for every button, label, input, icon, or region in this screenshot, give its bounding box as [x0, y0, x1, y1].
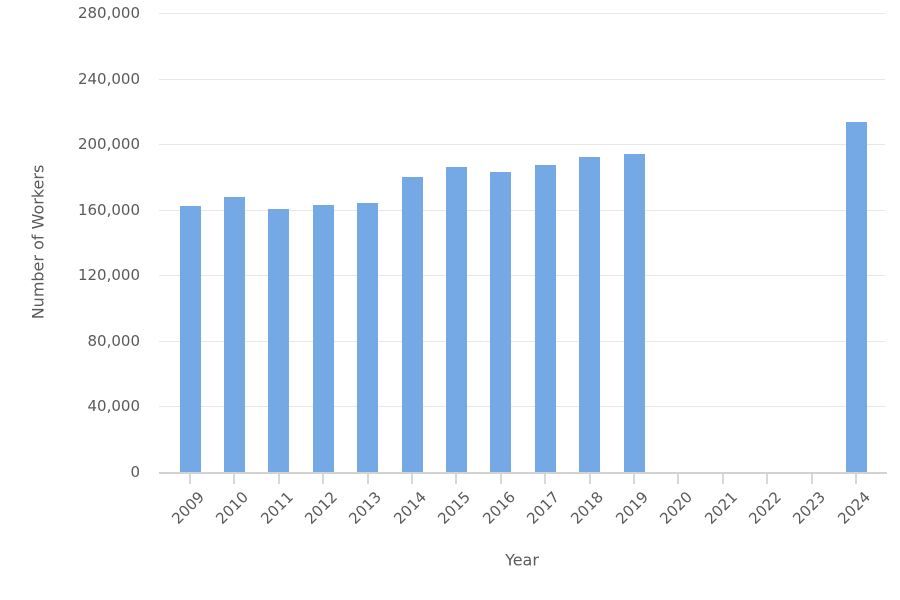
y-tick-label: 200,000	[77, 135, 140, 154]
x-tick-label: 2009	[167, 488, 208, 528]
bar-2011	[268, 208, 290, 472]
x-tick-label: 2022	[745, 488, 785, 528]
gridline	[159, 144, 885, 146]
x-tick-label: 2017	[523, 488, 563, 528]
x-tick-label: 2016	[478, 488, 519, 528]
x-tick-label: 2024	[833, 488, 874, 528]
bar-2024	[845, 122, 867, 472]
x-tick-label: 2013	[345, 488, 386, 528]
bar-2017	[534, 164, 556, 472]
x-tick-mark	[233, 474, 236, 484]
x-tick-label: 2023	[789, 488, 830, 528]
x-tick-label: 2020	[656, 488, 697, 528]
y-tick-label: 280,000	[77, 4, 140, 22]
gridline	[159, 406, 885, 408]
x-tick-mark	[766, 474, 769, 484]
y-tick-label: 120,000	[77, 266, 140, 285]
gridline	[159, 78, 885, 80]
bar-2018	[579, 157, 601, 472]
x-tick-label: 2015	[434, 488, 475, 528]
gridline	[159, 13, 885, 14]
y-tick-label: 0	[130, 463, 140, 481]
x-tick-mark	[721, 474, 724, 484]
bar-2014	[401, 176, 423, 472]
x-axis-line	[159, 472, 887, 474]
bar-2009	[179, 206, 201, 472]
x-tick-mark	[499, 474, 502, 484]
x-tick-mark	[810, 474, 813, 484]
bar-2016	[490, 172, 512, 472]
x-tick-mark	[544, 474, 547, 484]
x-tick-label: 2011	[256, 488, 297, 528]
x-tick-mark	[588, 474, 591, 484]
x-tick-mark	[277, 474, 280, 484]
x-tick-mark	[189, 474, 191, 484]
bar-2012	[312, 204, 334, 472]
x-tick-mark	[677, 474, 680, 484]
y-tick-label: 40,000	[87, 397, 141, 416]
bar-2019	[623, 153, 645, 472]
bar-2015	[445, 167, 467, 472]
y-tick-label: 80,000	[87, 331, 141, 350]
x-axis-title: Year	[505, 550, 539, 570]
x-tick-label: 2014	[389, 488, 430, 528]
x-tick-label: 2019	[611, 488, 652, 528]
gridline	[159, 275, 885, 277]
x-tick-mark	[633, 474, 635, 484]
y-tick-label: 160,000	[77, 200, 140, 219]
x-tick-mark	[322, 474, 325, 484]
x-tick-label: 2018	[567, 488, 608, 528]
gridline	[159, 340, 885, 342]
x-tick-label: 2010	[212, 488, 253, 528]
gridline	[159, 209, 885, 211]
bar-2010	[223, 197, 245, 472]
x-tick-label: 2021	[700, 488, 741, 528]
x-tick-mark	[411, 474, 413, 484]
x-tick-mark	[855, 474, 857, 484]
x-tick-label: 2012	[301, 488, 341, 528]
y-axis-title: Number of Workers	[28, 164, 48, 320]
x-tick-mark	[455, 474, 458, 484]
x-tick-mark	[366, 474, 369, 484]
y-tick-label: 240,000	[77, 69, 140, 88]
bar-2013	[357, 203, 379, 472]
